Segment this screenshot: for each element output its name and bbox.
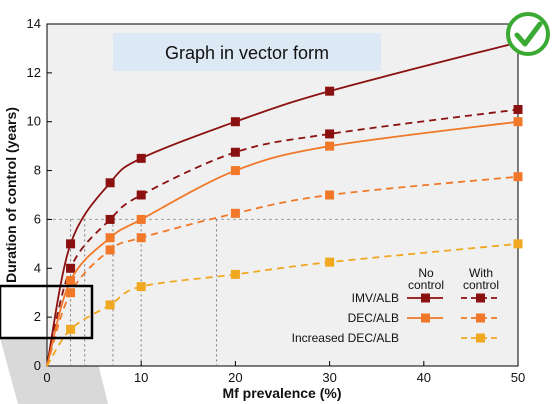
data-point [66,239,76,249]
data-point [230,117,240,127]
legend-label: IMV/ALB [352,291,399,305]
data-point [136,190,146,200]
data-point [105,300,115,310]
x-tick-label: 30 [322,370,336,385]
banner-text: Graph in vector form [165,43,329,63]
plot-area [46,23,519,367]
legend-col-with-control: With control [463,266,499,292]
data-point [230,147,240,157]
banner-box [113,33,381,71]
legend-label: DEC/ALB [348,311,399,325]
legend-marker [421,293,430,303]
data-point [513,239,523,249]
data-point [105,214,115,224]
x-axis-label: Mf prevalence (%) [222,385,341,401]
y-axis-label: Duration of control (years) [3,107,19,283]
y-tick-label: 10 [27,114,41,129]
legend-marker [476,293,485,303]
legend: No control With control IMV/ALB DEC/ALB Incr… [292,266,499,345]
data-point [136,233,146,243]
data-point [66,263,76,273]
legend-marker [476,313,485,323]
y-tick-label: 8 [34,163,41,178]
data-point [66,276,76,285]
data-point [325,86,335,96]
x-tick-label: 20 [228,370,242,385]
data-point [513,172,523,182]
data-point [136,282,146,292]
x-tick-label: 10 [134,370,148,385]
legend-marker [421,313,430,323]
y-tick-label: 2 [34,309,41,324]
legend-col-no-control: No control [408,266,444,292]
x-tick-label: 40 [417,370,431,385]
data-point [513,117,523,127]
zoom-box [0,284,94,340]
data-point [230,269,240,279]
data-point [66,288,76,298]
data-point [136,214,146,224]
legend-label: Increased DEC/ALB [292,331,399,345]
axes: 0 10 20 30 40 50 0 2 4 6 8 10 12 14 [27,16,526,385]
data-point [105,245,115,255]
data-point [136,153,146,163]
y-tick-label: 14 [27,16,41,31]
check-circle-icon [506,12,550,56]
data-point [230,208,240,218]
data-point [325,257,335,267]
reference-lines [47,218,518,366]
x-tick-label: 0 [43,370,50,385]
series-line [46,242,519,367]
y-tick-label: 4 [34,260,41,275]
data-point [325,141,335,151]
x-tick-label: 50 [511,370,525,385]
legend-marker [476,333,485,343]
y-tick-label: 0 [34,358,41,373]
data-point [66,324,76,334]
y-tick-label: 6 [34,211,41,226]
data-point [325,190,335,200]
data-point [513,105,523,114]
data-point [105,178,115,188]
data-point [325,129,335,139]
data-point [230,166,240,176]
data-point [105,233,115,243]
y-tick-label: 12 [27,65,41,80]
